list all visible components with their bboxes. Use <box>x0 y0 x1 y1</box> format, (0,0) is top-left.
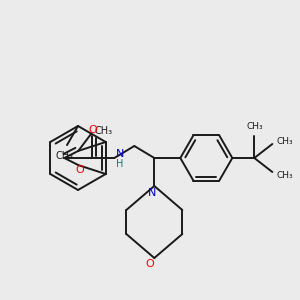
Text: O: O <box>75 165 84 175</box>
Text: N: N <box>116 149 125 159</box>
Text: CH₃: CH₃ <box>276 136 293 146</box>
Text: H: H <box>116 159 124 169</box>
Text: CH₃: CH₃ <box>276 170 293 179</box>
Text: O: O <box>88 125 97 135</box>
Text: CH₃: CH₃ <box>56 151 74 161</box>
Text: O: O <box>145 259 154 269</box>
Text: N: N <box>148 188 157 198</box>
Text: CH₃: CH₃ <box>246 122 262 131</box>
Text: CH₃: CH₃ <box>94 126 112 136</box>
